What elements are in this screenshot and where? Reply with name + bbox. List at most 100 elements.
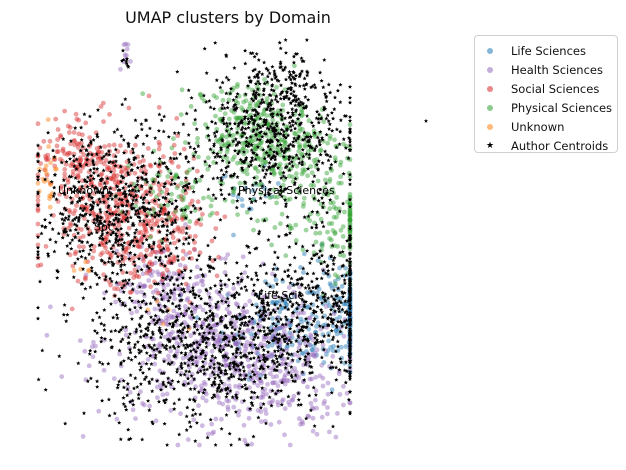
centroid-point — [188, 268, 194, 273]
data-point — [295, 311, 301, 317]
centroid-point — [88, 376, 93, 381]
data-point — [223, 357, 229, 363]
data-point — [185, 296, 191, 301]
data-point — [177, 274, 183, 280]
data-point — [174, 116, 180, 121]
data-point — [299, 171, 305, 177]
centroid-point — [219, 192, 224, 197]
data-point — [53, 166, 59, 172]
data-point — [344, 390, 350, 396]
centroid-point — [266, 237, 271, 242]
data-point — [255, 383, 261, 388]
data-point — [285, 343, 290, 349]
centroid-point — [211, 176, 216, 181]
data-point — [279, 211, 285, 217]
centroid-point — [137, 361, 142, 366]
centroid-point — [188, 386, 193, 391]
data-point — [97, 180, 103, 186]
data-point — [58, 133, 63, 138]
centroid-point — [290, 107, 295, 111]
legend-label: Unknown — [511, 119, 565, 134]
centroid-point — [234, 260, 239, 265]
centroid-point — [140, 370, 146, 375]
data-point — [188, 104, 194, 109]
data-point — [48, 160, 54, 166]
data-point — [269, 242, 274, 248]
data-point — [197, 288, 203, 294]
data-point — [259, 380, 264, 386]
centroid-point — [150, 389, 155, 393]
centroid-point — [338, 100, 343, 104]
centroid-point — [249, 216, 254, 221]
data-point — [337, 314, 343, 320]
data-point — [226, 116, 232, 122]
data-point — [297, 144, 302, 150]
data-point — [325, 229, 330, 235]
data-point — [65, 123, 71, 129]
data-point — [244, 309, 250, 315]
centroid-point — [252, 282, 257, 287]
centroid-point — [253, 270, 259, 275]
centroid-point — [204, 70, 209, 75]
centroid-point — [332, 107, 337, 111]
data-point — [253, 365, 259, 371]
data-point — [341, 402, 346, 408]
data-point — [141, 158, 146, 163]
data-point — [299, 319, 304, 325]
data-point — [188, 379, 194, 385]
legend: Life Sciences Health Sciences Social Sci… — [474, 35, 618, 153]
centroid-point — [295, 277, 300, 282]
centroid-point — [189, 95, 194, 100]
data-point — [148, 234, 153, 240]
data-point — [297, 284, 302, 290]
data-point — [62, 108, 67, 114]
centroid-point — [127, 277, 132, 282]
data-point — [313, 388, 319, 394]
data-point — [140, 284, 145, 289]
data-point — [271, 374, 276, 380]
data-point — [166, 316, 171, 322]
data-point — [197, 91, 203, 97]
data-point — [162, 207, 168, 213]
data-point — [205, 155, 211, 161]
data-point — [334, 195, 340, 200]
centroid-point — [321, 85, 326, 90]
data-point — [169, 175, 175, 181]
data-point — [101, 367, 107, 373]
legend-label: Life Sciences — [511, 43, 586, 58]
centroid-point — [293, 126, 298, 131]
data-point — [176, 164, 181, 170]
data-point — [209, 431, 215, 436]
data-point — [269, 342, 275, 348]
data-point — [289, 335, 295, 341]
centroid-point — [158, 255, 163, 260]
data-point — [333, 316, 339, 322]
data-point — [282, 375, 287, 380]
data-point — [203, 122, 208, 127]
data-point — [296, 375, 302, 380]
centroid-point — [309, 225, 314, 230]
centroid-point — [310, 179, 316, 184]
centroid-point — [319, 355, 324, 360]
centroid-point — [245, 274, 250, 279]
data-point — [251, 319, 257, 324]
data-point — [165, 282, 171, 288]
centroid-point — [243, 284, 248, 289]
data-point — [35, 121, 41, 127]
data-point — [313, 397, 318, 403]
data-point — [225, 292, 231, 298]
data-point — [60, 146, 66, 152]
data-point — [200, 319, 206, 325]
data-point — [187, 351, 193, 357]
data-point — [123, 41, 128, 47]
centroid-point — [188, 275, 193, 280]
data-point — [171, 136, 176, 142]
data-point — [275, 402, 281, 408]
data-point — [77, 338, 83, 343]
data-point — [331, 343, 336, 349]
data-point — [338, 159, 344, 165]
centroid-point — [193, 117, 198, 122]
data-point — [122, 52, 128, 58]
centroid-point — [267, 71, 272, 76]
data-point — [315, 178, 321, 184]
